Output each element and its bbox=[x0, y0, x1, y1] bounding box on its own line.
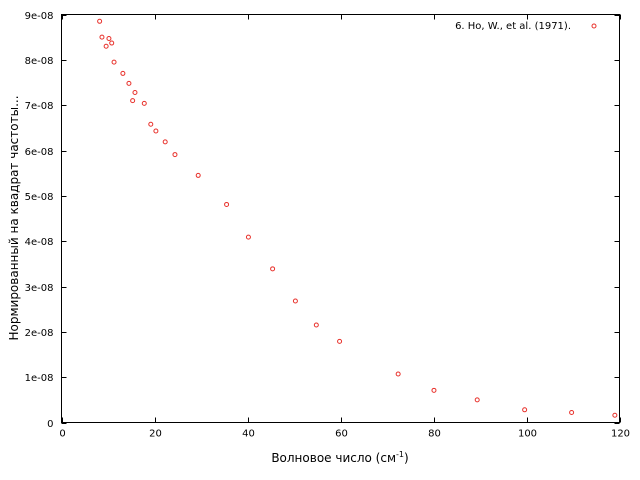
axis-tick-labels: 0 20 40 60 80 100 120 0 1e-08 2e-08 3e-08 4e-08 5e-0… bbox=[25, 11, 630, 440]
legend-marker bbox=[591, 23, 597, 29]
data-point bbox=[270, 266, 276, 272]
x-tick-label: 0 bbox=[59, 429, 65, 440]
y-tick-label: 8e-08 bbox=[25, 56, 54, 67]
data-point bbox=[141, 100, 147, 106]
data-point bbox=[395, 371, 401, 377]
data-point bbox=[97, 18, 103, 24]
legend: 6. Ho, W., et al. (1971). bbox=[455, 21, 597, 32]
x-tick-label: 60 bbox=[335, 429, 348, 440]
x-tick-label: 120 bbox=[611, 429, 630, 440]
data-point bbox=[103, 43, 109, 49]
axis-ticks bbox=[61, 14, 621, 424]
y-tick-label: 6e-08 bbox=[25, 147, 54, 158]
data-points bbox=[97, 18, 618, 418]
data-point bbox=[120, 70, 126, 76]
y-tick-label: 2e-08 bbox=[25, 328, 54, 339]
data-point bbox=[474, 397, 480, 403]
data-point bbox=[569, 410, 575, 416]
data-point bbox=[431, 387, 437, 393]
data-point bbox=[162, 139, 168, 145]
x-tick-label: 20 bbox=[149, 429, 162, 440]
data-point bbox=[313, 322, 319, 328]
x-tick-label: 40 bbox=[242, 429, 255, 440]
y-tick-label: 5e-08 bbox=[25, 192, 54, 203]
data-point bbox=[153, 128, 159, 134]
data-point bbox=[126, 80, 132, 86]
x-tick-label: 80 bbox=[428, 429, 441, 440]
data-point bbox=[245, 234, 251, 240]
y-tick-label: 7e-08 bbox=[25, 101, 54, 112]
data-point bbox=[106, 36, 112, 42]
data-point bbox=[612, 412, 618, 418]
data-point bbox=[109, 40, 115, 46]
legend-label: 6. Ho, W., et al. (1971). bbox=[455, 21, 571, 32]
data-point bbox=[130, 98, 136, 104]
y-tick-label: 3e-08 bbox=[25, 283, 54, 294]
data-point bbox=[292, 298, 298, 304]
data-point bbox=[172, 152, 178, 158]
plot-frame bbox=[61, 14, 620, 423]
data-point bbox=[99, 34, 105, 40]
x-axis-title-superscript: -1 bbox=[396, 450, 404, 459]
y-axis-title: Нормированный на квадрат частоты... bbox=[7, 95, 21, 340]
data-point bbox=[195, 172, 201, 178]
y-tick-label: 4e-08 bbox=[25, 237, 54, 248]
data-point bbox=[337, 338, 343, 344]
data-point bbox=[111, 59, 117, 65]
data-point bbox=[132, 89, 138, 95]
data-point bbox=[522, 407, 528, 413]
data-point bbox=[148, 121, 154, 127]
x-tick-label: 100 bbox=[518, 429, 537, 440]
y-tick-label: 0 bbox=[47, 419, 53, 430]
x-axis-title: Волновое число (см-1) bbox=[271, 450, 408, 465]
y-tick-label: 9e-08 bbox=[25, 11, 54, 22]
x-axis-title-suffix: ) bbox=[404, 451, 409, 465]
data-point bbox=[224, 201, 230, 207]
y-tick-label: 1e-08 bbox=[25, 373, 54, 384]
